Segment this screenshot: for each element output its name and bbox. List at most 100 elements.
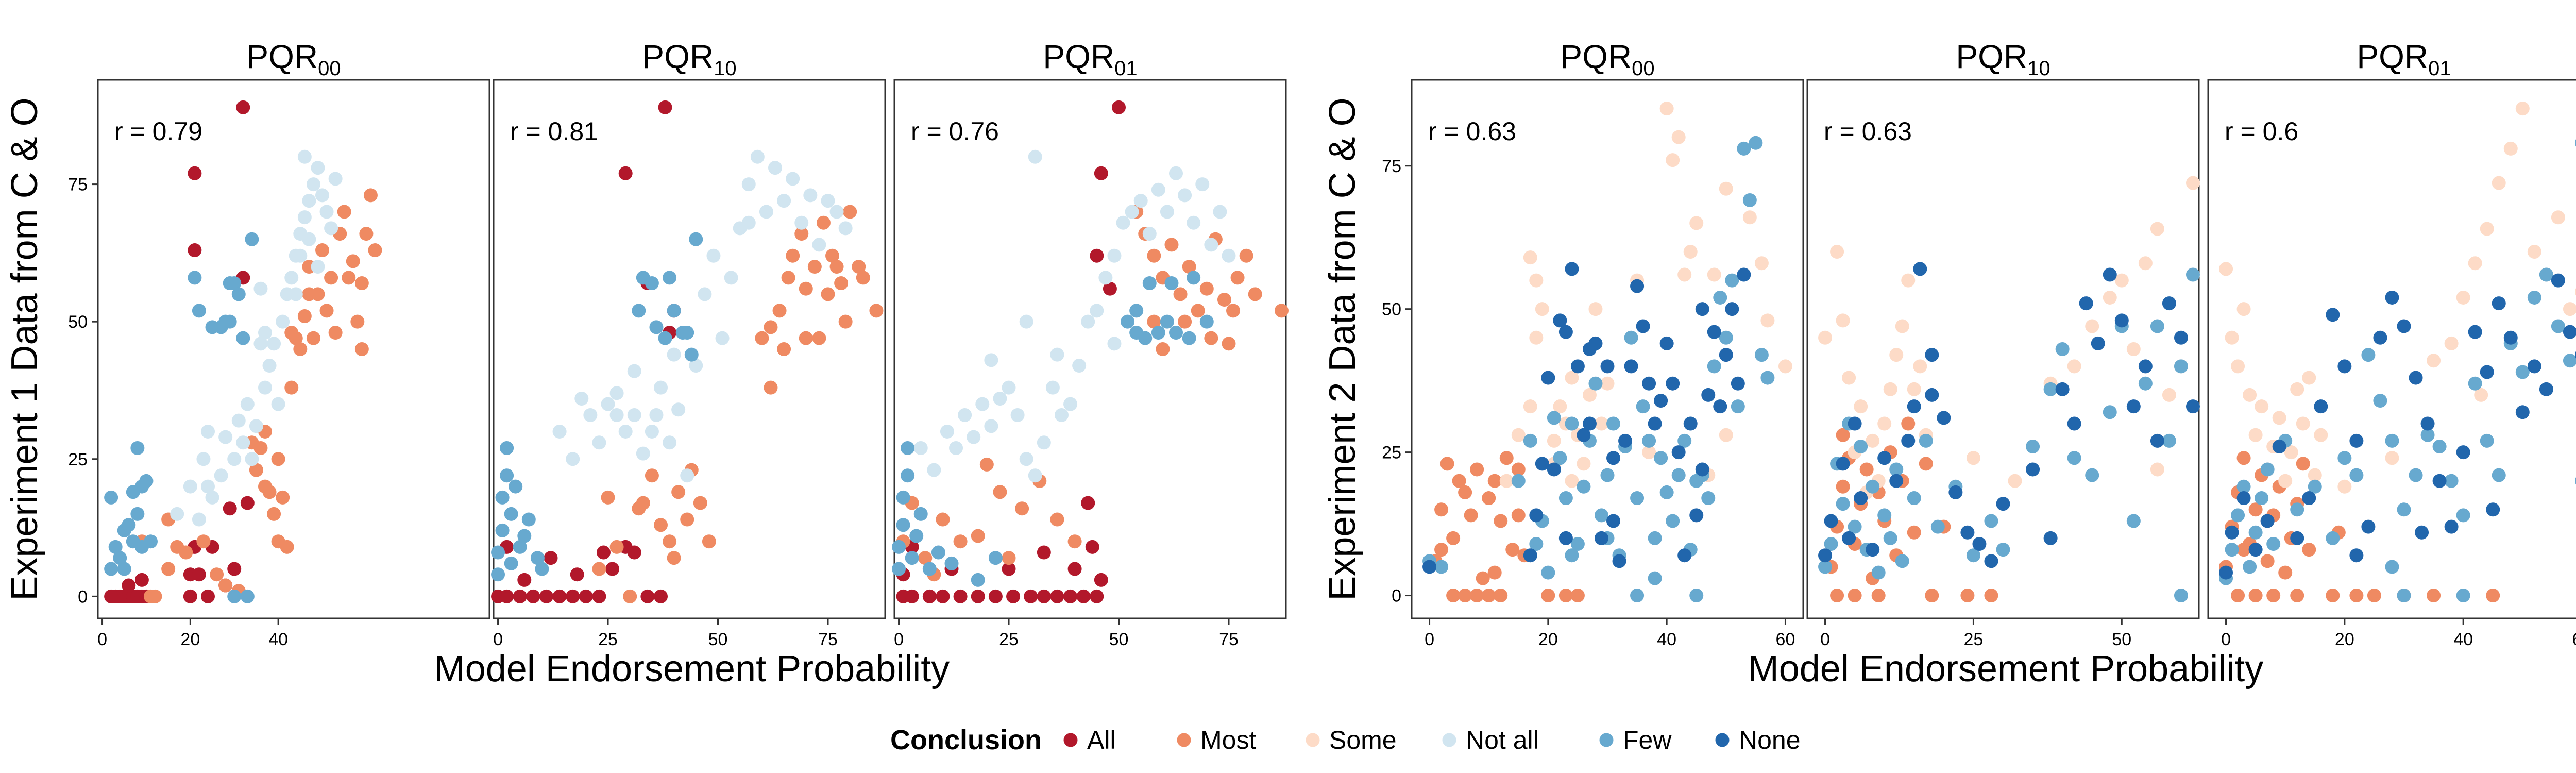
- data-point: [1458, 485, 1472, 499]
- data-point: [671, 485, 686, 499]
- data-point: [1085, 540, 1099, 554]
- data-point: [689, 358, 703, 373]
- data-point: [2503, 330, 2518, 345]
- data-point: [491, 545, 505, 560]
- data-point: [2219, 262, 2233, 276]
- data-point: [544, 551, 558, 565]
- data-point: [741, 215, 756, 230]
- data-point: [905, 551, 919, 565]
- data-point: [1558, 531, 1573, 545]
- data-point: [1654, 451, 1668, 465]
- data-point: [1666, 153, 1680, 167]
- data-point: [1133, 194, 1148, 208]
- data-point: [2444, 336, 2459, 350]
- data-point: [1683, 416, 1698, 431]
- data-point: [302, 194, 316, 208]
- x-tick-label: 40: [1657, 630, 1676, 649]
- data-point: [1648, 531, 1662, 545]
- data-point: [1570, 359, 1585, 374]
- data-point: [724, 271, 738, 285]
- data-point: [1037, 589, 1051, 603]
- data-point: [513, 540, 527, 554]
- data-point: [231, 413, 246, 428]
- data-point: [1612, 554, 1626, 568]
- data-point: [530, 551, 545, 565]
- data-point: [337, 205, 351, 219]
- data-point: [1094, 573, 1108, 587]
- data-point: [2385, 451, 2399, 465]
- data-point: [2480, 365, 2494, 379]
- data-point: [1098, 271, 1113, 285]
- data-point: [196, 534, 211, 549]
- data-point: [1274, 304, 1289, 318]
- data-point: [715, 331, 730, 345]
- x-axis-title: Model Endorsement Probability: [1748, 648, 2264, 690]
- data-point: [1719, 330, 1733, 345]
- data-point: [130, 441, 145, 455]
- data-point: [1499, 451, 1514, 465]
- data-point: [2225, 525, 2239, 540]
- data-point: [117, 562, 131, 576]
- data-point: [1818, 330, 1833, 345]
- data-point: [1695, 462, 1709, 477]
- data-point: [319, 205, 334, 219]
- data-point: [640, 589, 655, 603]
- data-point: [671, 402, 686, 417]
- data-point: [909, 529, 924, 543]
- legend-item-all: All: [1063, 726, 1116, 754]
- data-point: [1178, 188, 1192, 203]
- data-point: [2515, 405, 2530, 419]
- data-point: [2551, 210, 2565, 225]
- data-point: [2043, 382, 2058, 396]
- data-point: [1178, 314, 1192, 329]
- data-point: [2248, 525, 2263, 540]
- data-point: [1446, 531, 1461, 545]
- data-point: [1618, 433, 1633, 448]
- data-point: [2563, 302, 2576, 316]
- data-point: [1541, 565, 1555, 580]
- data-point: [1129, 326, 1144, 340]
- data-point: [1090, 304, 1104, 318]
- data-point: [2427, 589, 2441, 603]
- data-point: [1842, 531, 1856, 545]
- data-point: [953, 534, 968, 549]
- data-point: [1523, 250, 1537, 265]
- data-point: [2114, 313, 2129, 328]
- data-point: [1434, 560, 1449, 574]
- data-point: [2103, 290, 2117, 305]
- data-point: [2574, 351, 2576, 359]
- correlation-label: r = 0.79: [114, 117, 202, 146]
- data-point: [205, 490, 219, 505]
- data-point: [829, 205, 844, 219]
- data-point: [2248, 589, 2263, 603]
- x-tick-label: 20: [2335, 630, 2354, 649]
- legend-label: Some: [1329, 726, 1397, 754]
- data-point: [2248, 428, 2263, 442]
- data-point: [1836, 497, 1850, 511]
- data-point: [2539, 382, 2553, 396]
- data-point: [1960, 525, 1975, 540]
- data-point: [500, 441, 514, 455]
- data-point: [214, 468, 228, 483]
- data-point: [2219, 565, 2233, 580]
- legend-swatch: [1442, 733, 1456, 747]
- data-point: [1594, 531, 1608, 545]
- data-point: [253, 337, 268, 351]
- data-point: [262, 358, 277, 373]
- data-point: [2563, 354, 2576, 368]
- data-point: [680, 468, 694, 483]
- data-point: [2248, 502, 2263, 517]
- data-point: [2290, 531, 2304, 545]
- data-point: [1671, 468, 1686, 482]
- data-point: [653, 589, 668, 603]
- data-point: [825, 248, 840, 263]
- data-point: [1470, 462, 1484, 477]
- data-point: [179, 545, 193, 560]
- data-point: [803, 188, 818, 203]
- data-point: [1830, 245, 1844, 259]
- data-point: [302, 232, 316, 246]
- x-tick-label: 20: [180, 630, 200, 649]
- data-point: [2231, 508, 2245, 523]
- data-point: [2150, 462, 2164, 477]
- data-point: [539, 589, 553, 603]
